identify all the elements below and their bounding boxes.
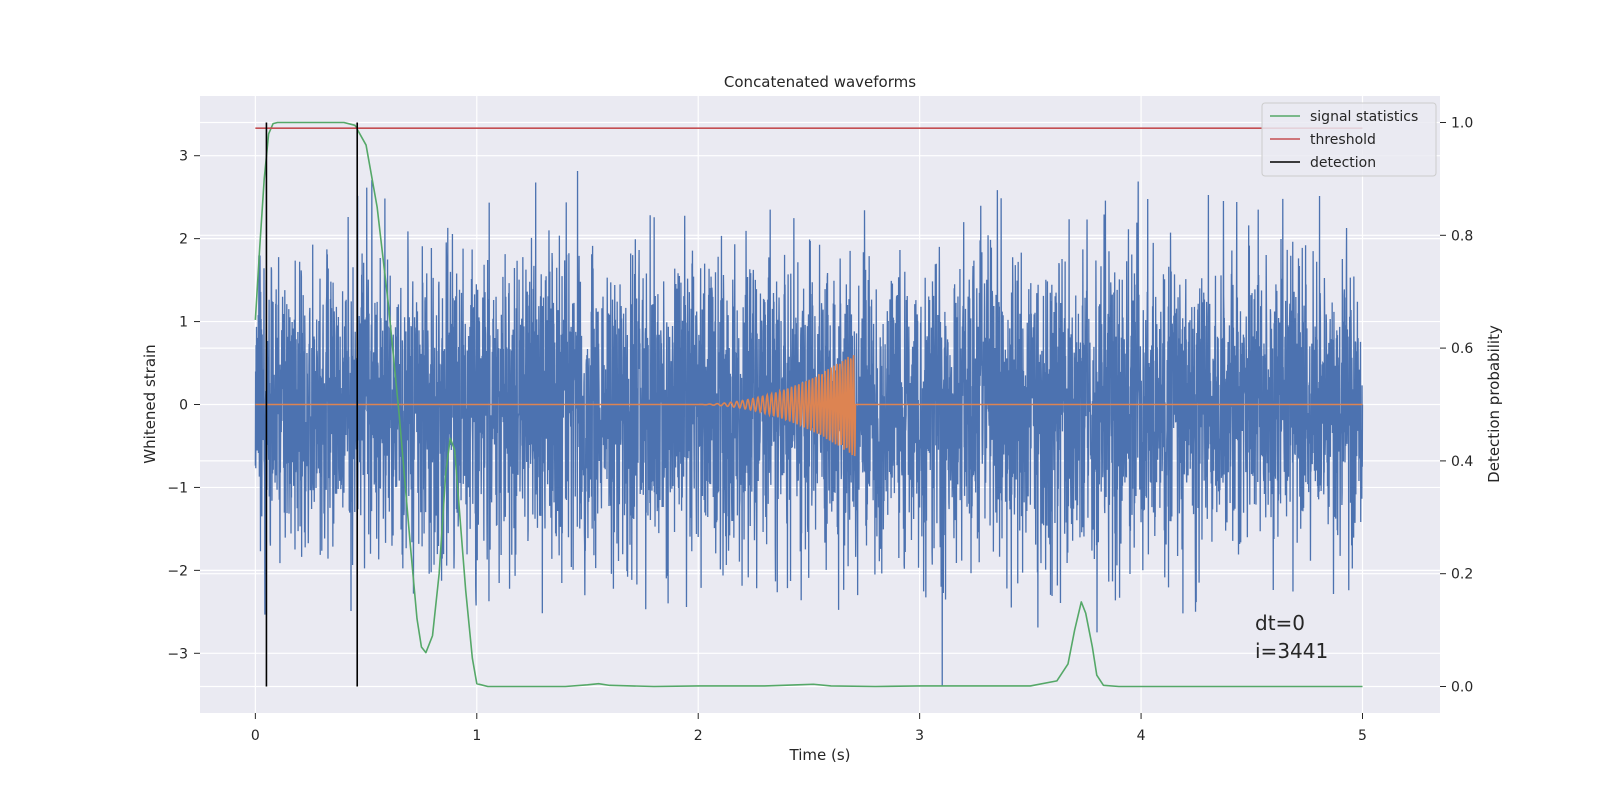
y-left-tick-label-0: −3 xyxy=(167,646,188,662)
x-tick-label-0: 0 xyxy=(251,728,260,744)
series-signal-chirp xyxy=(255,355,1363,457)
y-left-tick-label-3: 0 xyxy=(179,398,188,414)
y-left-tick-label-1: −2 xyxy=(167,563,188,579)
legend-box xyxy=(1261,102,1437,177)
legend-label-detection: detection xyxy=(1310,155,1376,171)
x-tick-label-4: 4 xyxy=(1137,728,1146,744)
x-tick-label-5: 5 xyxy=(1358,728,1367,744)
y-left-tick-label-5: 2 xyxy=(179,232,188,248)
x-tick-label-3: 3 xyxy=(915,728,924,744)
legend-label-signal-statistics: signal statistics xyxy=(1310,109,1418,125)
y-right-tick-label-0: 0.0 xyxy=(1451,679,1473,695)
y-right-tick-label-5: 1.0 xyxy=(1451,116,1473,132)
annotation-index: i=3441 xyxy=(1255,639,1328,663)
y-axis-label-left: Whitened strain xyxy=(141,344,159,463)
series-signal-statistics xyxy=(254,121,1363,688)
y-axis-right-ticks: 0.0 0.2 0.4 0.6 0.8 1.0 xyxy=(1440,116,1473,695)
y-left-tick-label-6: 3 xyxy=(179,149,188,165)
y-right-tick-label-1: 0.2 xyxy=(1451,567,1473,583)
chart-title: Concatenated waveforms xyxy=(724,73,916,91)
y-axis-label-right: Detection probability xyxy=(1485,325,1503,483)
annotation-dt: dt=0 xyxy=(1255,611,1305,635)
legend: signal statistics threshold detection xyxy=(1261,102,1437,177)
y-right-tick-label-4: 0.8 xyxy=(1451,228,1473,244)
y-left-tick-label-4: 1 xyxy=(179,315,188,331)
legend-label-threshold: threshold xyxy=(1310,132,1376,148)
y-left-tick-label-2: −1 xyxy=(167,480,188,496)
series-layer xyxy=(254,121,1364,688)
x-axis-ticks: 0 1 2 3 4 5 xyxy=(251,713,1367,744)
y-right-tick-label-3: 0.6 xyxy=(1451,341,1473,357)
x-tick-label-2: 2 xyxy=(694,728,703,744)
x-axis-label: Time (s) xyxy=(789,746,851,764)
y-axis-left-ticks: −3 −2 −1 0 1 2 3 xyxy=(167,149,200,662)
x-tick-label-1: 1 xyxy=(472,728,481,744)
y-right-tick-label-2: 0.4 xyxy=(1451,454,1473,470)
